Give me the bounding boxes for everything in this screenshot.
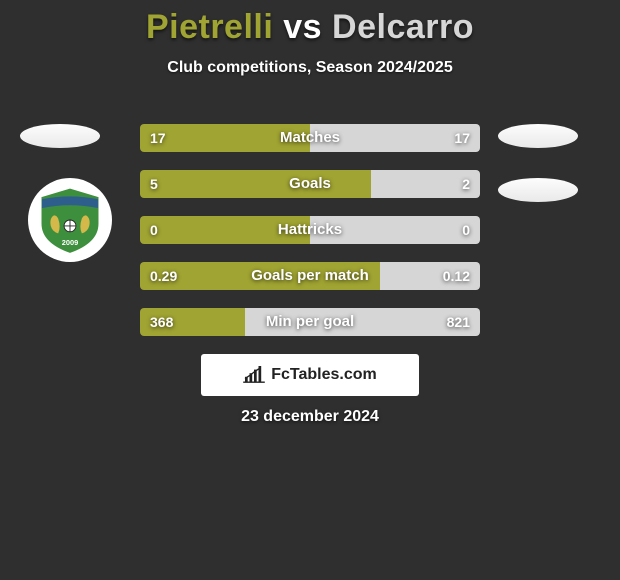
stat-value-left: 17 [150,124,166,152]
svg-text:2009: 2009 [62,238,78,247]
player2-badge-placeholder-2 [498,178,578,202]
stat-label: Hattricks [140,216,480,244]
stat-value-right: 17 [454,124,470,152]
title-vs: vs [283,8,322,46]
stat-label: Goals per match [140,262,480,290]
player2-badge-placeholder-1 [498,124,578,148]
subtitle: Club competitions, Season 2024/2025 [0,59,620,77]
title-player2: Delcarro [332,8,474,46]
player1-badge-placeholder [20,124,100,148]
stat-label: Goals [140,170,480,198]
stat-value-left: 368 [150,308,173,336]
comparison-title: Pietrelli vs Delcarro [0,0,620,47]
stat-value-right: 2 [462,170,470,198]
brand-text: FcTables.com [271,366,377,384]
snapshot-date: 23 december 2024 [0,408,620,426]
brand-badge: FcTables.com [201,354,419,396]
stat-row-hattricks: Hattricks0 0 [140,216,480,244]
stat-row-goals: Goals5 2 [140,170,480,198]
stat-row-goals-per-match: Goals per match0.29 0.12 [140,262,480,290]
stat-label: Matches [140,124,480,152]
stat-value-left: 0 [150,216,158,244]
stat-label: Min per goal [140,308,480,336]
player1-club-crest: 2009 [28,178,112,262]
bar-chart-icon [243,366,265,384]
stat-row-matches: Matches17 17 [140,124,480,152]
title-player1: Pietrelli [146,8,273,46]
stat-value-left: 5 [150,170,158,198]
stat-value-right: 0 [462,216,470,244]
stats-comparison: Matches17 17 Goals5 2 Hattricks0 0 Goals per m… [140,124,480,354]
stat-value-left: 0.29 [150,262,177,290]
crest-icon: 2009 [33,183,107,257]
stat-value-right: 821 [447,308,470,336]
stat-row-min-per-goal: Min per goal368 821 [140,308,480,336]
stat-value-right: 0.12 [443,262,470,290]
